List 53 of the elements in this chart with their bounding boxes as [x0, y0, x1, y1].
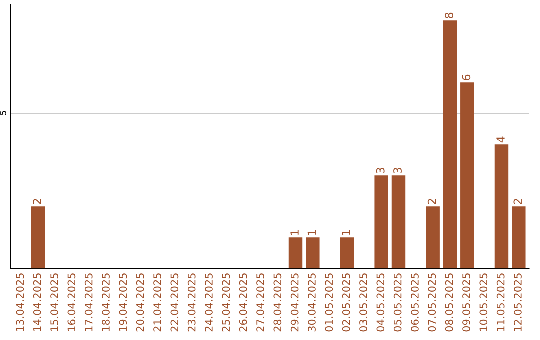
x-tick-label: 25.04.2025: [222, 274, 230, 332]
x-tick-label: 21.04.2025: [154, 274, 162, 332]
bar: [392, 176, 406, 269]
bar: [31, 206, 46, 269]
x-tick-label: 19.04.2025: [119, 274, 128, 332]
x-tick-label: 14.04.2025: [33, 274, 42, 332]
bar: [288, 238, 303, 269]
data-label: 1: [342, 230, 350, 235]
x-tick-label: 01.05.2025: [325, 274, 334, 332]
x-tick-label: 07.05.2025: [428, 274, 436, 332]
x-tick-label: 09.05.2025: [462, 274, 470, 332]
data-label: 1: [308, 230, 316, 235]
x-tick-label: 27.04.2025: [256, 274, 264, 332]
data-label: 4: [496, 136, 505, 143]
x-tick-label: 23.04.2025: [188, 274, 196, 332]
x-tick-label: 08.05.2025: [445, 274, 454, 332]
data-label: 2: [514, 199, 522, 204]
bar: [426, 206, 440, 269]
x-tick-label: 05.05.2025: [394, 274, 402, 332]
x-tick-label: 11.05.2025: [496, 274, 505, 332]
data-label: 1: [290, 230, 299, 235]
bar: [340, 238, 354, 269]
x-tick-label: 28.04.2025: [274, 274, 282, 332]
x-tick-label: 20.04.2025: [136, 274, 144, 332]
x-tick-label: 10.05.2025: [480, 274, 488, 332]
bar: [443, 20, 458, 269]
data-label: 3: [376, 168, 385, 174]
data-label: 6: [462, 74, 471, 80]
x-tick-label: 18.04.2025: [102, 274, 110, 332]
x-tick-label: 12.05.2025: [514, 274, 522, 332]
x-tick-label: 26.04.2025: [239, 274, 248, 332]
bar: [512, 206, 526, 269]
x-tick-label: 29.04.2025: [290, 274, 299, 332]
data-label: 3: [394, 168, 402, 174]
x-tick-label: 16.04.2025: [68, 274, 76, 332]
x-tick-label: 04.05.2025: [376, 274, 385, 332]
data-label: 2: [33, 199, 42, 204]
x-tick-label: 22.04.2025: [170, 274, 179, 332]
x-tick-label: 17.04.2025: [84, 274, 93, 332]
x-tick-label: 24.04.2025: [205, 274, 213, 332]
x-tick-label: 13.04.2025: [16, 274, 24, 332]
bar: [460, 82, 474, 269]
bar: [306, 238, 320, 269]
x-tick-label: 03.05.2025: [360, 274, 368, 332]
bar: [494, 144, 509, 269]
x-tick-label: 15.04.2025: [50, 274, 58, 332]
x-tick-label: 30.04.2025: [308, 274, 316, 332]
x-tick-label: 06.05.2025: [411, 274, 419, 332]
x-tick-label: 02.05.2025: [342, 274, 350, 332]
y-tick-label: 5: [0, 111, 6, 116]
bar: [374, 176, 388, 269]
data-label: 2: [428, 199, 436, 204]
data-label: 8: [445, 12, 454, 18]
